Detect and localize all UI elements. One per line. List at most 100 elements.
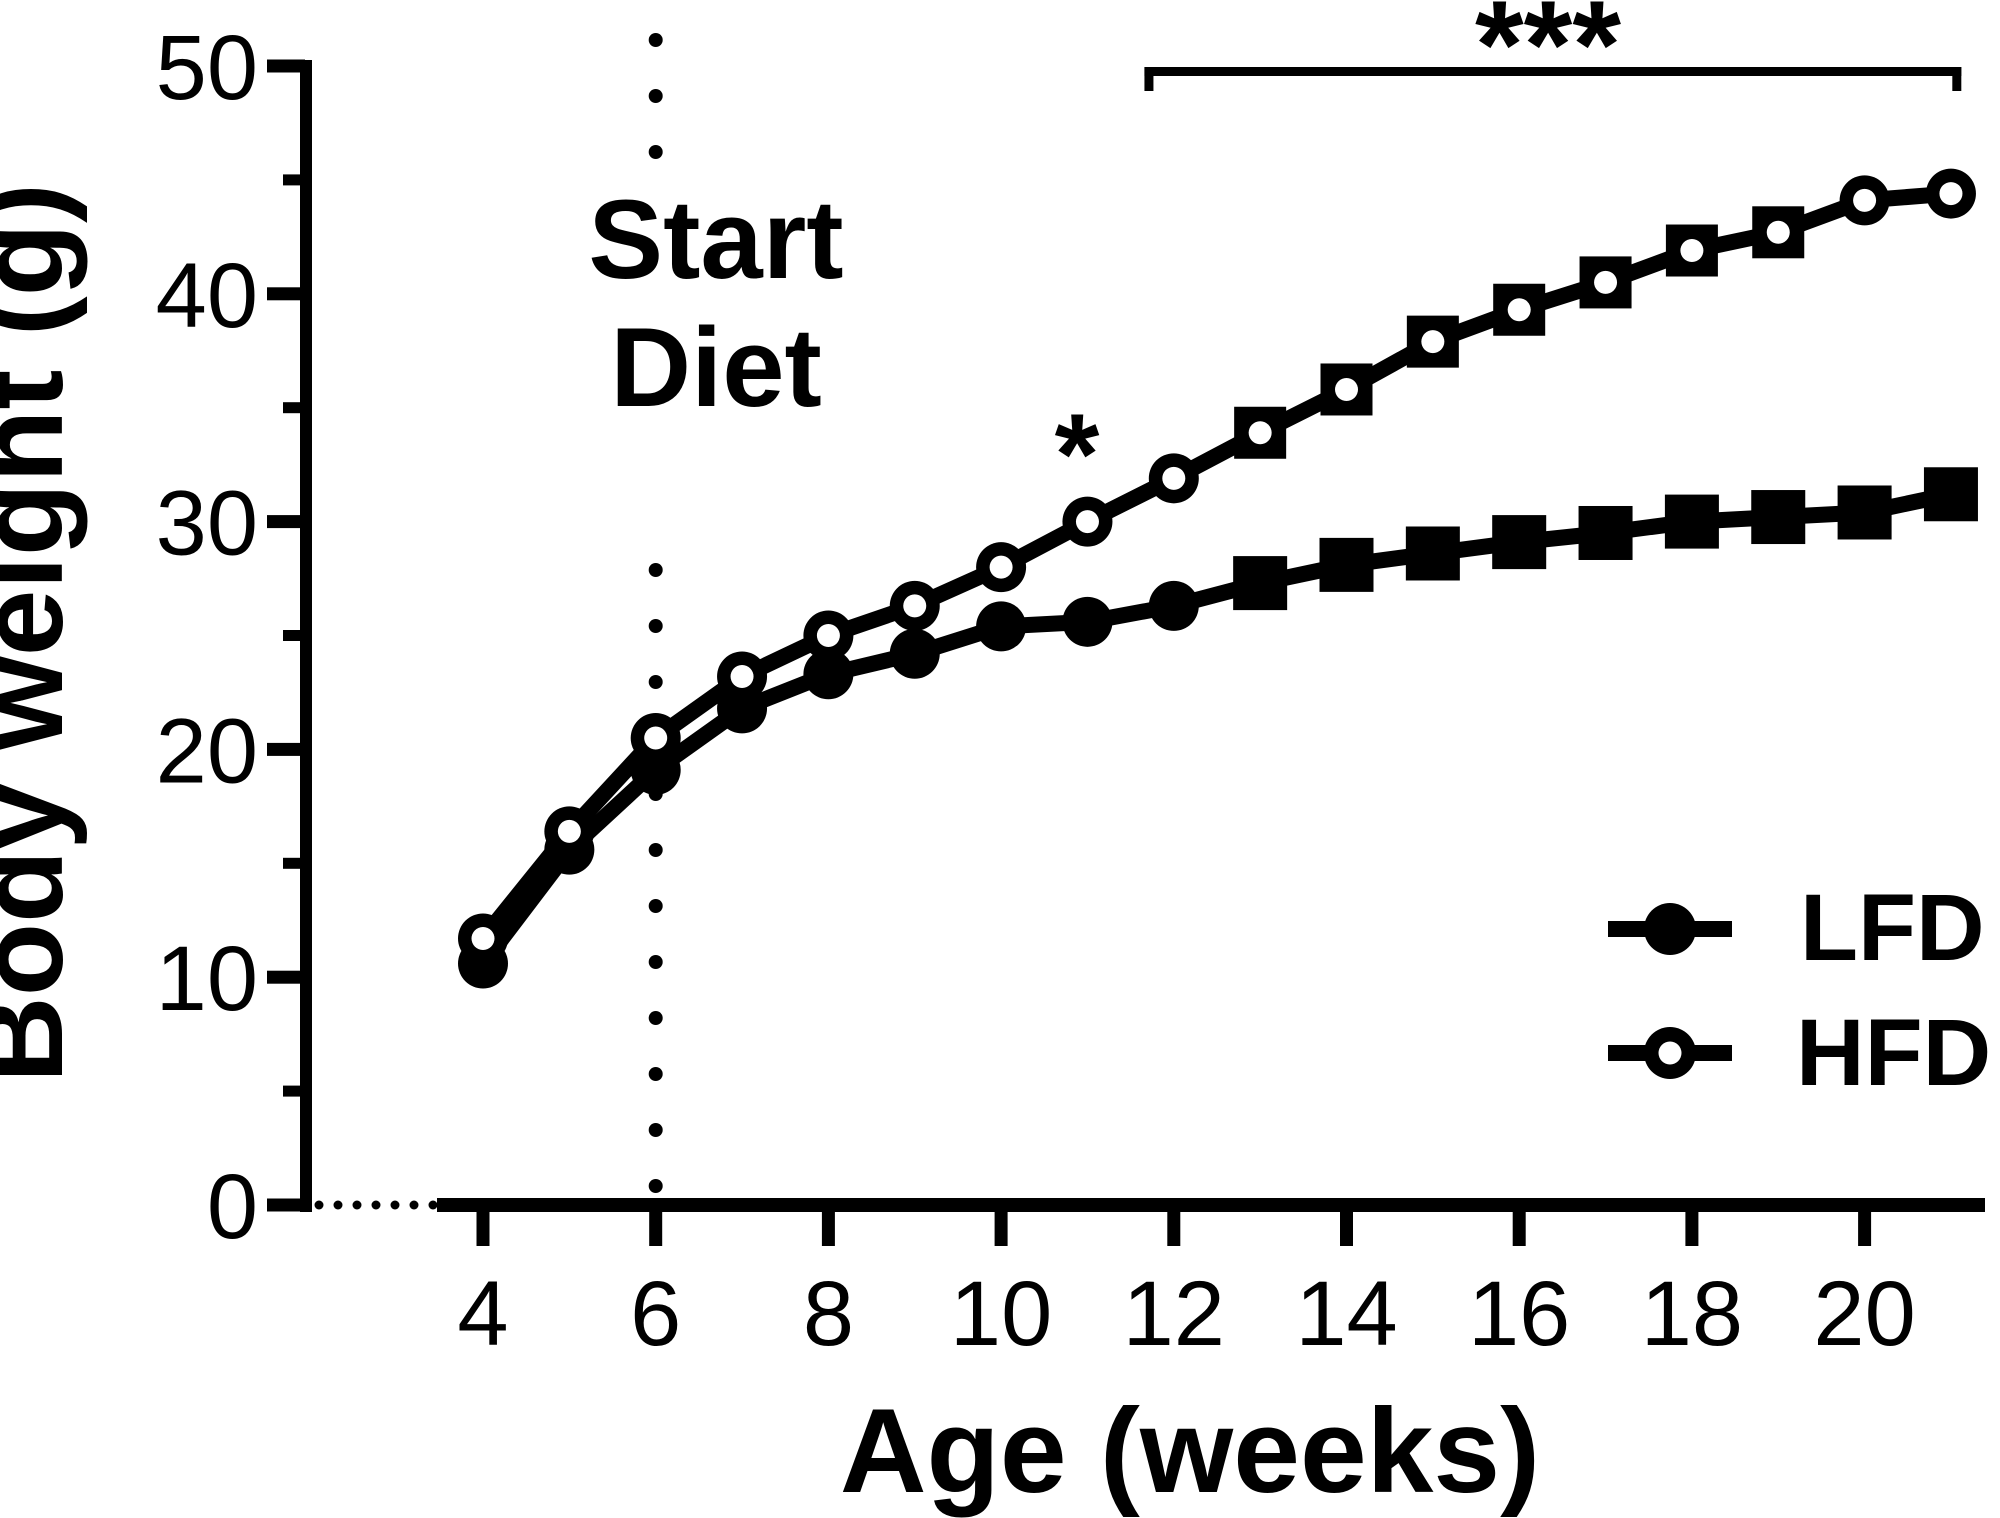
y-minor-tick: [283, 1085, 305, 1097]
hfd-point-week-10: [976, 542, 1027, 593]
x-tick-label-16: 16: [1468, 1263, 1570, 1365]
axis-break-dot: [371, 1200, 381, 1210]
hfd-point-week-9: [889, 580, 940, 631]
hfd-point-week-19: [1752, 206, 1805, 259]
y-major-tick: [267, 970, 305, 984]
hfd-point-week-13: [1234, 406, 1287, 459]
legend: [1608, 903, 1732, 1079]
lfd-point-week-8: [803, 649, 854, 700]
legend-marker-lfd-icon: [1644, 903, 1696, 955]
hfd-point-week-18: [1665, 224, 1718, 277]
x-major-tick: [1167, 1212, 1181, 1246]
hfd-point-week-12: [1148, 453, 1199, 504]
legend-label-hfd: HFD: [1796, 1000, 1991, 1106]
hfd-point-week-5: [544, 806, 595, 857]
hfd-point-week-14: [1320, 363, 1373, 416]
hfd-point-week-4: [458, 913, 508, 964]
start-diet-dotted-line-dot: [648, 843, 663, 857]
x-major-tick: [1512, 1212, 1526, 1246]
x-tick-label-14: 14: [1295, 1263, 1397, 1365]
y-tick-label-30: 30: [156, 473, 258, 575]
y-major-tick: [267, 287, 305, 301]
start-diet-label-line1: Start: [588, 177, 843, 302]
start-diet-dotted-line-dot: [648, 899, 663, 913]
start-diet-dotted-line-dot: [648, 89, 663, 103]
axis-break-dot: [314, 1200, 324, 1210]
start-diet-dotted-line-dot: [648, 1179, 663, 1193]
x-major-tick: [1685, 1212, 1699, 1246]
significance-bracket-left-cap: [1144, 67, 1154, 91]
hfd-point-week-20: [1839, 175, 1890, 226]
hfd-point-week-16: [1493, 283, 1546, 336]
start-diet-dotted-line-dot: [648, 1123, 663, 1137]
hfd-point-week-8: [803, 610, 854, 661]
y-axis-title: Body weight (g): [0, 183, 88, 1083]
x-major-tick: [649, 1212, 663, 1246]
y-tick-label-10: 10: [156, 928, 258, 1030]
x-tick-label-18: 18: [1641, 1263, 1743, 1365]
start-diet-dotted-line-dot: [648, 675, 663, 689]
significance-bracket-right-cap: [1952, 67, 1962, 91]
y-major-tick: [267, 1198, 305, 1212]
lfd-point-week-17: [1578, 505, 1633, 560]
lfd-point-week-20: [1837, 485, 1892, 540]
y-minor-tick: [283, 174, 305, 186]
axis-break-dot: [428, 1200, 438, 1210]
plot-area: 0 10 20 30 40 50 4 6 8 10 12 14 16 18 20: [156, 17, 1985, 1365]
start-diet-dotted-line-dot: [648, 145, 663, 159]
y-minor-tick: [283, 857, 305, 869]
y-minor-tick: [283, 402, 305, 414]
lfd-point-week-12: [1148, 580, 1199, 631]
legend-label-lfd: LFD: [1800, 875, 1985, 981]
lfd-point-week-9: [889, 628, 940, 679]
axis-break-dot: [352, 1200, 362, 1210]
x-tick-label-6: 6: [630, 1263, 681, 1365]
lfd-line: [476, 486, 1953, 969]
hfd-point-week-7: [717, 651, 768, 702]
lfd-point-week-21: [1923, 467, 1978, 522]
axis-break-dot: [409, 1200, 419, 1210]
y-major-tick: [267, 742, 305, 756]
start-diet-dotted-line-dot: [648, 1067, 663, 1081]
hfd-point-week-21: [1925, 168, 1976, 219]
y-axis-line: [300, 60, 312, 1212]
lfd-point-week-10: [976, 601, 1027, 652]
y-major-tick: [267, 59, 305, 73]
y-major-tick: [267, 515, 305, 529]
lfd-point-week-19: [1751, 490, 1806, 545]
lfd-point-week-14: [1319, 537, 1374, 592]
lfd-point-week-11: [1062, 596, 1113, 647]
x-major-tick: [1340, 1212, 1353, 1246]
x-major-tick: [821, 1212, 835, 1246]
x-tick-label-8: 8: [803, 1263, 854, 1365]
start-diet-dotted-line-dot: [648, 563, 663, 577]
hfd-point-week-15: [1406, 315, 1459, 368]
hfd-point-week-17: [1579, 256, 1632, 309]
x-tick-label-10: 10: [950, 1263, 1052, 1365]
hfd-point-week-11: [1062, 496, 1113, 547]
x-tick-label-4: 4: [457, 1263, 508, 1365]
start-diet-dotted-line-dot: [648, 33, 663, 47]
significance-bracket-line: [1144, 67, 1962, 76]
start-diet-dotted-line-dot: [648, 619, 663, 633]
hfd-point-week-6: [630, 713, 681, 764]
lfd-point-week-13: [1233, 556, 1288, 611]
x-axis-title: Age (weeks): [840, 1384, 1540, 1518]
axis-break-dot: [333, 1200, 343, 1210]
x-major-tick: [1858, 1212, 1872, 1246]
y-tick-label-40: 40: [156, 245, 258, 347]
start-diet-label-line2: Diet: [610, 305, 822, 430]
x-major-tick: [476, 1212, 490, 1246]
x-axis-line: [437, 1198, 1985, 1212]
x-tick-label-20: 20: [1813, 1263, 1915, 1365]
y-tick-label-0: 0: [207, 1156, 258, 1258]
x-major-tick: [994, 1212, 1008, 1246]
y-tick-label-50: 50: [156, 17, 258, 119]
lfd-point-week-16: [1492, 515, 1547, 570]
start-diet-dotted-line-dot: [648, 1011, 663, 1025]
start-diet-dotted-line-dot: [648, 955, 663, 969]
single-star: *: [1055, 391, 1100, 519]
x-tick-label-12: 12: [1123, 1263, 1225, 1365]
